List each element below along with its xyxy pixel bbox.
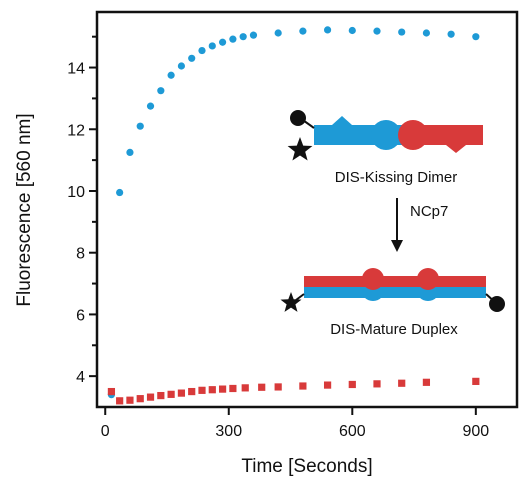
data-point-circle — [250, 32, 257, 39]
data-point-square — [147, 394, 154, 401]
data-point-circle — [398, 28, 405, 35]
data-point-circle — [448, 31, 455, 38]
data-point-square — [116, 397, 123, 404]
y-tick-label: 10 — [67, 184, 85, 201]
data-point-circle — [198, 47, 205, 54]
y-tick-label: 12 — [67, 122, 85, 139]
mature-duplex-blue-strand — [304, 287, 486, 298]
data-point-square — [324, 381, 331, 388]
data-point-square — [137, 395, 144, 402]
kissing-dimer-red-bulge — [446, 145, 466, 153]
data-point-square — [178, 390, 185, 397]
mature-duplex-red-loop-2 — [417, 268, 439, 290]
mature-duplex-label: DIS-Mature Duplex — [330, 321, 458, 338]
data-point-circle — [178, 62, 185, 69]
mature-duplex-red-loop-1 — [362, 268, 384, 290]
y-tick-label: 8 — [76, 246, 85, 263]
data-point-circle — [126, 149, 133, 156]
mature-duplex-fluorophore-star-icon — [281, 292, 302, 312]
data-point-circle — [349, 27, 356, 34]
kissing-dimer-schematic: DIS-Kissing Dimer — [288, 110, 483, 186]
data-point-circle — [423, 29, 430, 36]
kissing-dimer-red-loop — [398, 120, 428, 150]
data-point-square — [157, 392, 164, 399]
data-point-square — [275, 383, 282, 390]
data-point-circle — [373, 28, 380, 35]
x-tick-label: 600 — [339, 423, 366, 440]
data-point-square — [168, 391, 175, 398]
x-tick-label: 0 — [101, 423, 110, 440]
data-point-square — [188, 388, 195, 395]
mature-duplex-fluorophore-linker — [296, 294, 304, 300]
kissing-dimer-quencher-icon — [290, 110, 306, 126]
x-tick-label: 300 — [215, 423, 242, 440]
data-point-square — [209, 386, 216, 393]
kissing-dimer-blue-bulge — [332, 116, 352, 125]
mature-duplex-quencher-icon — [489, 296, 505, 312]
y-tick-label: 6 — [76, 307, 85, 324]
data-point-square — [198, 387, 205, 394]
data-point-square — [472, 378, 479, 385]
data-point-square — [423, 379, 430, 386]
y-tick-label: 14 — [67, 61, 85, 78]
data-point-circle — [209, 42, 216, 49]
mature-duplex-schematic: DIS-Mature Duplex — [281, 268, 506, 338]
kissing-dimer-fluorophore-star-icon — [288, 137, 313, 161]
data-point-square — [258, 384, 265, 391]
x-tick-label: 900 — [462, 423, 489, 440]
kissing-dimer-label: DIS-Kissing Dimer — [335, 169, 458, 186]
data-point-square — [373, 380, 380, 387]
data-point-square — [108, 388, 115, 395]
data-point-circle — [168, 72, 175, 79]
data-point-square — [242, 384, 249, 391]
data-point-circle — [137, 123, 144, 130]
kissing-dimer-blue-loop — [371, 120, 401, 150]
data-point-circle — [275, 29, 282, 36]
conversion-arrow: NCp7 — [391, 198, 448, 252]
mature-duplex-red-strand — [304, 276, 486, 287]
data-point-circle — [157, 87, 164, 94]
data-point-square — [398, 380, 405, 387]
data-point-circle — [324, 26, 331, 33]
data-point-circle — [188, 55, 195, 62]
data-point-circle — [147, 103, 154, 110]
ncp7-label: NCp7 — [410, 203, 448, 220]
y-axis-ticks: 4 6 8 10 12 14 — [67, 37, 97, 386]
data-point-circle — [116, 189, 123, 196]
data-point-circle — [219, 39, 226, 46]
data-point-square — [219, 386, 226, 393]
data-point-circle — [472, 33, 479, 40]
data-point-circle — [229, 36, 236, 43]
y-tick-label: 4 — [76, 369, 85, 386]
data-point-circle — [299, 28, 306, 35]
data-point-square — [299, 382, 306, 389]
x-axis-title: Time [Seconds] — [241, 456, 372, 477]
plot-area-frame — [97, 12, 517, 407]
data-point-square — [349, 381, 356, 388]
data-point-circle — [240, 33, 247, 40]
y-axis-title: Fluorescence [560 nm] — [14, 113, 35, 306]
x-axis-ticks: 0 300 600 900 — [101, 407, 489, 440]
data-point-square — [229, 385, 236, 392]
arrow-down-icon — [391, 240, 403, 252]
data-point-square — [126, 397, 133, 404]
